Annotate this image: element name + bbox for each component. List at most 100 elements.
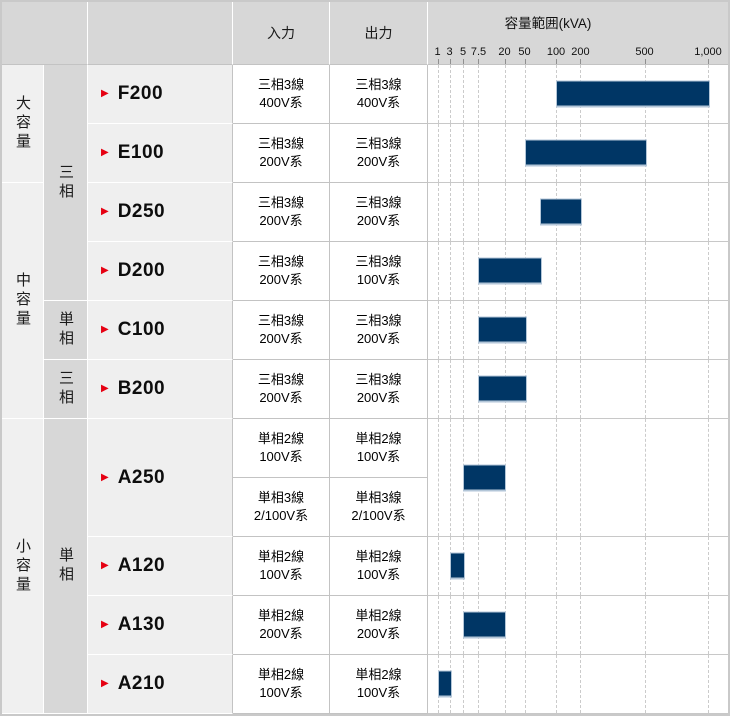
input-text-line: 200V系 [259, 213, 303, 228]
chart-gridline [437, 183, 439, 241]
input-text-line: 単相3線 [257, 489, 305, 505]
axis-tick-label: 20 [498, 46, 511, 58]
model-link-D200[interactable]: ▶ D200 [88, 242, 233, 301]
chart-gridline [580, 301, 582, 359]
input-text-line: 単相2線 [257, 666, 305, 682]
input-text-line: 三相3線 [257, 76, 305, 92]
model-link-A210[interactable]: ▶ A210 [88, 655, 233, 714]
red-triangle-icon: ▶ [101, 206, 109, 217]
phase-group-text: 三相 [57, 163, 74, 202]
chart-row-F200 [428, 65, 728, 124]
output-text-line: 三相3線 [355, 194, 402, 210]
chart-gridline [437, 596, 439, 654]
chart-gridline [644, 301, 646, 359]
chart-gridline [504, 183, 506, 241]
model-name: A120 [117, 555, 166, 576]
model-name: D250 [117, 201, 166, 222]
model-name: E100 [117, 142, 165, 163]
capacity-range-bar-D250 [540, 198, 583, 226]
input-cell: 三相3線 200V系 [233, 183, 330, 242]
model-link-A120[interactable]: ▶ A120 [88, 537, 233, 596]
output-text-line: 三相3線 [355, 135, 402, 151]
red-triangle-icon: ▶ [101, 619, 109, 630]
output-text-line: 200V系 [356, 390, 401, 405]
axis-tick-mark [463, 59, 464, 64]
model-name: A250 [117, 466, 166, 488]
chart-gridline [580, 655, 582, 713]
axis-tick-mark [556, 59, 557, 64]
output-text-line: 100V系 [356, 685, 401, 700]
model-name: C100 [117, 319, 166, 340]
output-cell: 三相3線 200V系 [330, 183, 428, 242]
chart-gridline [580, 537, 582, 595]
phase-group-text: 単相 [57, 311, 74, 349]
output-text-line: 三相3線 [355, 76, 402, 92]
chart-gridline [478, 537, 480, 595]
model-name: D200 [117, 260, 166, 281]
chart-gridline [556, 655, 557, 713]
axis-tick-mark [437, 59, 439, 64]
phase-group-label: 単相 [44, 419, 88, 714]
model-link-E100[interactable]: ▶ E100 [88, 124, 233, 183]
chart-gridline [580, 360, 582, 418]
output-text-line: 100V系 [356, 449, 401, 464]
chart-gridline [556, 596, 557, 654]
output-column-header: 出力 [330, 2, 428, 65]
model-link-F200[interactable]: ▶ F200 [88, 65, 233, 124]
input-text-line: 三相3線 [257, 194, 305, 210]
chart-gridline [707, 242, 709, 300]
axis-tick-label: 500 [635, 46, 654, 58]
axis-tick-mark [504, 59, 506, 64]
model-link-C100[interactable]: ▶ C100 [88, 301, 233, 360]
phase-group-text: 三相 [57, 370, 74, 408]
chart-gridline [524, 65, 526, 123]
chart-gridline [437, 360, 439, 418]
axis-tick-mark [478, 59, 480, 64]
model-link-D250[interactable]: ▶ D250 [88, 183, 233, 242]
output-text-line: 三相3線 [355, 253, 402, 269]
chart-gridline [449, 183, 451, 241]
chart-row-A250 [428, 419, 728, 537]
capacity-range-bar-C100 [478, 316, 527, 344]
input-text-line: 200V系 [259, 626, 303, 641]
capacity-range-bar-D200 [478, 257, 543, 285]
model-link-A250[interactable]: ▶ A250 [88, 419, 233, 537]
chart-gridline [644, 360, 646, 418]
input-text-line: 400V系 [259, 95, 303, 110]
axis-tick-label: 200 [571, 46, 590, 58]
input-text-line: 200V系 [259, 390, 303, 405]
model-name: B200 [117, 378, 166, 399]
chart-gridline [504, 537, 506, 595]
model-name: A210 [117, 673, 166, 694]
input-cell: 単相2線 100V系 [233, 537, 330, 596]
output-cell: 単相2線 100V系 [330, 655, 428, 714]
axis-tick-label: 50 [518, 46, 531, 58]
chart-gridline [449, 242, 451, 300]
input-text-line: 100V系 [259, 567, 303, 582]
output-cell: 三相3線 400V系 [330, 65, 428, 124]
chart-gridline [707, 183, 709, 241]
chart-gridline [504, 65, 506, 123]
chart-gridline [504, 655, 506, 713]
chart-gridline [449, 301, 451, 359]
axis-tick-mark [524, 59, 526, 64]
phase-group-text: 単相 [57, 547, 74, 585]
model-link-B200[interactable]: ▶ B200 [88, 360, 233, 419]
chart-gridline [463, 242, 464, 300]
chart-gridline [556, 419, 557, 536]
axis-tick-label: 5 [459, 46, 467, 58]
chart-row-B200 [428, 360, 728, 419]
output-text-line: 三相3線 [355, 371, 402, 387]
input-text-line: 単相2線 [257, 607, 305, 623]
chart-gridline [478, 124, 480, 182]
output-text-line: 単相3線 [355, 489, 402, 505]
red-triangle-icon: ▶ [101, 88, 109, 99]
output-cell: 単相2線 200V系 [330, 596, 428, 655]
model-link-A130[interactable]: ▶ A130 [88, 596, 233, 655]
input-text-line: 単相2線 [257, 430, 305, 446]
capacity-group-text: 大容量 [14, 95, 31, 152]
input-cell: 三相3線 200V系 [233, 301, 330, 360]
chart-gridline [437, 65, 439, 123]
chart-gridline [463, 301, 464, 359]
